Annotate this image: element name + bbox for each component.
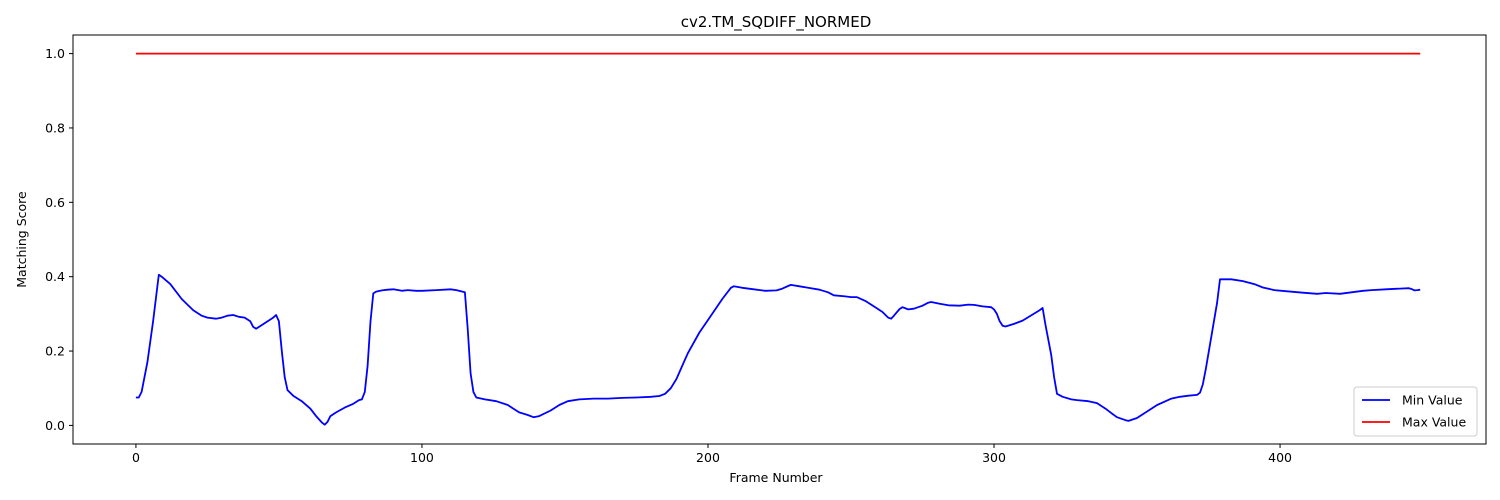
y-tick-label: 0.0 [45,418,65,433]
x-axis-label: Frame Number [729,470,823,485]
series-line-min-value [135,273,1421,426]
y-tick-label: 0.8 [45,120,65,135]
y-tick-label: 1.0 [45,46,65,61]
plot-frame [72,34,1487,445]
x-axis-ticks: 0 100 200 300 400 [132,444,1292,465]
y-tick-label: 0.2 [45,344,65,359]
chart-title: cv2.TM_SQDIFF_NORMED [681,13,872,32]
series-layer [135,52,1421,426]
y-axis-label: Matching Score [14,191,29,288]
legend-label-min-value: Min Value [1402,393,1463,408]
x-tick-label: 100 [410,450,434,465]
y-axis-ticks: 0.0 0.2 0.4 0.6 0.8 1.0 [45,46,73,433]
x-tick-label: 200 [696,450,720,465]
legend: Min Value Max Value [1353,386,1478,437]
x-tick-label: 300 [982,450,1006,465]
legend-label-max-value: Max Value [1402,415,1466,430]
x-tick-label: 0 [132,450,140,465]
x-tick-label: 400 [1268,450,1292,465]
y-tick-label: 0.6 [45,195,65,210]
y-tick-label: 0.4 [45,269,65,284]
